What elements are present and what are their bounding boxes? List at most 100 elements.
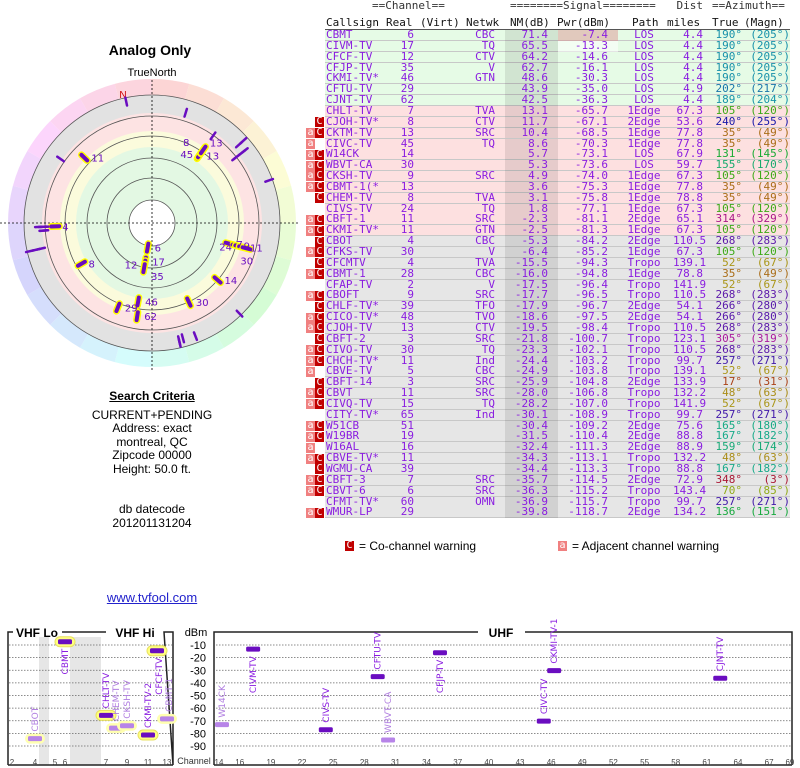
table-row[interactable] <box>325 485 790 497</box>
cell-real: 51 <box>400 418 414 432</box>
table-row[interactable] <box>325 73 790 85</box>
db-tick-label: -10 <box>190 640 206 652</box>
cell-real: 39 <box>400 462 414 475</box>
table-row[interactable] <box>325 507 790 519</box>
cell-net: CBC <box>475 364 495 378</box>
table-row[interactable] <box>325 116 790 128</box>
tvfool-link[interactable]: www.tvfool.com <box>106 590 198 605</box>
table-row[interactable] <box>325 51 790 63</box>
adjacent-channel-flag: a <box>306 420 315 431</box>
cell-path: Tropo <box>627 320 661 334</box>
cell-pwr: -98.4 <box>574 320 608 334</box>
cell-call: CJOH-TV* <box>326 114 379 128</box>
table-row[interactable] <box>325 301 790 313</box>
cell-path: 2Edge <box>627 114 661 128</box>
cell-nm: -34.4 <box>514 462 548 475</box>
cell-path: 1Edge <box>627 179 661 193</box>
table-row[interactable] <box>325 95 790 107</box>
station-channel-label: 30 <box>196 298 209 309</box>
table-row[interactable] <box>325 225 790 237</box>
table-row[interactable] <box>325 333 790 345</box>
nm-column-shade <box>505 453 558 464</box>
table-row[interactable] <box>325 214 790 226</box>
table-row[interactable] <box>325 236 790 248</box>
cell-mag: (255°) <box>750 114 790 128</box>
table-row[interactable] <box>325 149 790 161</box>
table-row[interactable] <box>325 84 790 96</box>
table-row[interactable] <box>325 496 790 508</box>
station-mark <box>240 245 253 252</box>
table-row[interactable] <box>325 322 790 334</box>
cell-nm: -5.3 <box>521 234 549 248</box>
col-path: Path <box>632 16 659 29</box>
table-row[interactable] <box>325 377 790 389</box>
station-marker <box>150 648 164 654</box>
cell-dist: 67.3 <box>676 223 704 237</box>
cell-call: CBFT-3 <box>326 472 366 486</box>
table-row[interactable] <box>325 355 790 367</box>
table-row[interactable] <box>325 62 790 74</box>
table-row[interactable] <box>325 160 790 172</box>
co-channel-flag: C <box>315 181 324 193</box>
nm-column-shade <box>505 236 558 247</box>
table-row[interactable] <box>325 290 790 302</box>
table-row[interactable] <box>325 105 790 117</box>
table-row[interactable] <box>325 127 790 139</box>
cell-pwr: -14.6 <box>574 49 608 63</box>
cell-net <box>455 421 495 432</box>
nm-column-shade <box>505 214 558 226</box>
cell-dist: 75.6 <box>676 418 704 432</box>
cell-pwr: -114.5 <box>568 472 608 486</box>
station-mark <box>180 333 186 344</box>
header-azimuth-group: ==Azimuth== <box>712 0 785 12</box>
cell-real: 8 <box>407 114 414 128</box>
table-row[interactable] <box>325 268 790 280</box>
cell-mag: (49°) <box>756 266 790 280</box>
co-channel-flag: C <box>315 257 324 269</box>
table-row[interactable] <box>325 398 790 410</box>
cell-mag: (120°) <box>750 223 790 237</box>
table-row[interactable] <box>325 474 790 486</box>
table-row[interactable] <box>325 388 790 400</box>
cell-pwr: -118.7 <box>568 505 608 519</box>
table-row[interactable] <box>325 344 790 356</box>
table-row[interactable] <box>325 30 790 41</box>
nm-column-shade <box>505 138 558 150</box>
table-row[interactable] <box>325 409 790 421</box>
cell-net <box>455 431 495 442</box>
cell-pwr: -113.3 <box>568 462 608 475</box>
table-row[interactable] <box>325 247 790 258</box>
station-mark <box>79 152 90 163</box>
table-row[interactable] <box>325 138 790 150</box>
table-row[interactable] <box>325 203 790 215</box>
cell-real: 29 <box>400 505 414 519</box>
cell-real: 35 <box>400 60 414 74</box>
criteria-line: Address: exact <box>112 421 192 435</box>
table-row[interactable] <box>325 312 790 324</box>
table-row[interactable] <box>325 366 790 378</box>
station-channel-label: 45 <box>180 150 193 161</box>
cell-az: 257° <box>715 407 743 421</box>
station-channel-label: 17 <box>152 258 165 269</box>
table-row[interactable] <box>325 464 790 475</box>
cell-path: 2Edge <box>627 375 661 389</box>
station-marker <box>28 736 42 742</box>
station-marker <box>370 674 385 680</box>
table-row[interactable] <box>325 431 790 443</box>
cell-mag: (63°) <box>756 451 790 465</box>
table-row[interactable] <box>325 192 790 204</box>
table-row[interactable] <box>325 40 790 52</box>
table-row[interactable] <box>325 442 790 454</box>
table-row[interactable] <box>325 171 790 183</box>
table-row[interactable] <box>325 279 790 291</box>
table-row[interactable] <box>325 257 790 269</box>
cell-call: CBFT-2 <box>326 331 366 345</box>
table-row[interactable] <box>325 453 790 465</box>
criteria-heading: Search Criteria <box>109 389 195 403</box>
table-row[interactable] <box>325 181 790 193</box>
station-channel-label: 46 <box>145 298 158 309</box>
cell-call: CFMT-TV* <box>326 494 379 508</box>
station-mark <box>56 155 66 163</box>
table-row[interactable] <box>325 420 790 432</box>
cell-call: CBOT <box>326 234 353 248</box>
